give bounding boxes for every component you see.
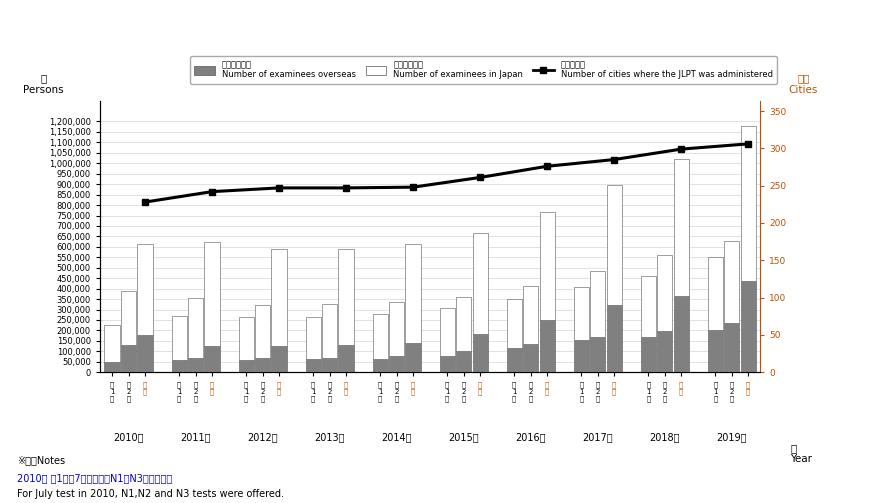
実施都市数 [140,199,150,205]
Bar [540,320,554,372]
Bar [673,296,689,372]
Bar [740,281,756,372]
Text: 2015年: 2015年 [448,432,479,442]
Text: 2018年: 2018年 [649,432,680,442]
Bar [724,241,740,323]
Bar [322,304,337,358]
Bar [322,358,337,372]
Bar [104,362,120,372]
Bar [707,257,723,329]
Bar [188,298,203,358]
Text: 2016年: 2016年 [515,432,546,442]
Bar [389,302,404,356]
Text: 都市
Cities: 都市 Cities [788,73,818,95]
実施都市数 [542,163,553,170]
Bar [389,356,404,372]
Text: 2011年: 2011年 [180,432,211,442]
Bar [724,323,740,372]
Bar [406,244,421,343]
Bar [271,249,287,346]
Bar [137,334,153,372]
Bar [204,242,220,346]
Bar [607,305,621,372]
実施都市数 [474,175,485,181]
Bar [740,126,756,281]
Text: 2017年: 2017年 [582,432,613,442]
Bar [373,359,388,372]
Bar [440,356,454,372]
Bar [574,287,589,340]
Bar [440,308,454,356]
実施都市数 [676,146,687,152]
実施都市数 [207,189,217,195]
Bar [406,343,421,372]
Line: 実施都市数: 実施都市数 [142,141,752,205]
Bar [137,244,153,334]
Bar [373,314,388,359]
Bar [239,360,254,372]
Bar [121,345,136,372]
Bar [456,351,471,372]
Bar [171,316,187,360]
Bar [188,358,203,372]
Bar [607,185,621,305]
Bar [271,346,287,372]
Text: 年
Year: 年 Year [790,443,813,464]
実施都市数 [408,184,418,190]
Bar [640,337,656,372]
Text: 人
Persons: 人 Persons [23,73,64,95]
実施都市数 [341,185,351,191]
Text: 2012年: 2012年 [248,432,278,442]
Bar [255,304,270,358]
Text: 2010年 第1回（7月）試験はN1～N3のみ実施。: 2010年 第1回（7月）試験はN1～N3のみ実施。 [17,473,173,483]
Legend: 海外受験者数
Number of examinees overseas, 国内受験者数
Number of examinees in Japan, 実施都市数
: 海外受験者数 Number of examinees overseas, 国内受… [190,56,777,83]
Bar [707,329,723,372]
Text: 2019年: 2019年 [717,432,747,442]
Bar [473,233,488,334]
Bar [640,276,656,337]
Bar [473,334,488,372]
Bar [306,317,321,359]
Bar [657,331,673,372]
Bar [540,212,554,320]
Bar [338,345,354,372]
Bar [239,317,254,360]
Bar [338,249,354,345]
Text: ※注　Notes: ※注 Notes [17,455,65,465]
Bar [507,348,522,372]
Bar [523,286,538,345]
Text: 2014年: 2014年 [381,432,412,442]
Bar [574,340,589,372]
Bar [590,337,606,372]
Bar [657,255,673,331]
Bar [673,159,689,296]
Text: 2013年: 2013年 [315,432,345,442]
Bar [171,360,187,372]
Bar [255,358,270,372]
Bar [523,345,538,372]
Text: For July test in 2010, N1,N2 and N3 tests were offered.: For July test in 2010, N1,N2 and N3 test… [17,489,284,499]
実施都市数 [743,141,753,147]
Text: 2010年: 2010年 [113,432,143,442]
Bar [104,325,120,362]
Bar [121,291,136,345]
Bar [507,299,522,348]
Bar [456,297,471,351]
実施都市数 [274,185,284,191]
実施都市数 [609,156,620,162]
Bar [204,346,220,372]
Bar [590,271,606,337]
Bar [306,359,321,372]
